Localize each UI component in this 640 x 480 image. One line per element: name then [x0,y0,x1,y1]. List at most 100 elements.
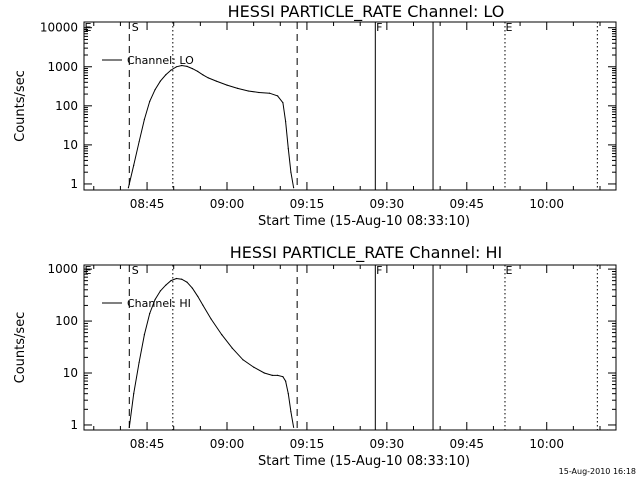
data-point [277,374,279,376]
data-point [242,359,244,361]
data-point [143,334,145,336]
data-point [175,277,177,280]
data-point [191,68,193,70]
y-axis-label: Counts/sec [13,312,28,384]
marker-label: E [85,21,92,34]
data-point [133,164,135,166]
x-tick-label: 09:15 [290,437,325,451]
y-tick-label: 100 [55,99,78,113]
data-point [285,380,287,382]
data-point [221,334,223,336]
data-point [263,372,265,374]
data-point [138,141,140,143]
x-tick-label: 09:45 [449,437,484,451]
data-point [277,95,279,97]
x-tick-label: 09:30 [370,437,405,451]
series-line [128,277,295,428]
data-point [231,347,233,349]
data-point [271,374,273,376]
x-tick-label: 09:00 [210,197,245,211]
data-point [202,74,204,76]
legend-label: Channel: LO [127,54,194,67]
data-point [247,90,249,92]
plot-hi: HESSI PARTICLE_RATE Channel: HI Start Tim… [13,243,617,469]
y-tick-label: 10000 [40,21,78,35]
x-tick-label: 10:00 [529,197,564,211]
timestamp-label: 15-Aug-2010 16:18 [559,467,636,476]
marker-label: S [132,21,139,34]
x-tick-label: 08:45 [130,197,165,211]
marker-label: E [506,264,513,277]
data-point [287,148,289,150]
data-point [154,298,156,301]
data-point [154,89,156,91]
data-point [258,91,260,94]
data-point [293,426,295,428]
chart-title: HESSI PARTICLE_RATE Channel: HI [230,243,503,263]
y-tick-label: 1 [70,177,78,191]
plot-frame [83,264,617,431]
data-point [186,65,188,67]
data-point [226,84,228,86]
data-point [285,120,287,122]
data-point [138,361,140,363]
data-point [149,100,151,102]
y-tick-label: 10 [63,366,78,380]
data-point [181,64,183,67]
x-tick-label: 09:45 [449,197,484,211]
y-tick-label: 1 [70,418,78,432]
data-point [165,284,167,286]
data-point [127,187,129,189]
x-tick-label: 09:30 [370,197,405,211]
data-point [282,376,284,378]
legend-label: Channel: HI [127,297,191,310]
data-point [143,118,145,120]
data-point [197,70,199,72]
marker-label: F [376,264,382,277]
marker-label: S [132,264,139,277]
chart-title: HESSI PARTICLE_RATE Channel: LO [228,2,505,22]
data-point [170,280,172,282]
data-point [128,426,130,428]
data-point [207,77,209,79]
data-point [293,187,295,189]
data-point [149,312,151,315]
data-point [290,171,292,173]
x-axis-label: Start Time (15-Aug-10 08:33:10) [258,454,470,469]
data-point [159,80,161,82]
y-tick-label: 100 [55,314,78,328]
data-point [287,393,289,395]
y-axis-label: Counts/sec [13,70,28,142]
data-point [175,66,177,68]
data-point [269,92,271,94]
data-point [197,295,199,297]
series-line [127,64,295,188]
y-tick-label: 1000 [47,262,78,276]
data-point [290,411,292,413]
marker-label: F [376,21,382,34]
data-point [165,74,167,76]
data-point [159,290,161,292]
data-point [215,80,217,82]
data-point [170,69,172,71]
marker-label: E [506,21,513,34]
data-point [282,102,284,104]
data-point [186,281,188,283]
data-point [210,318,212,320]
data-point [133,393,135,395]
x-axis-label: Start Time (15-Aug-10 08:33:10) [258,214,470,229]
y-tick-label: 10 [63,138,78,152]
data-point [191,287,193,289]
marker-label: E [85,264,92,277]
x-tick-label: 08:45 [130,437,165,451]
x-tick-label: 10:00 [529,437,564,451]
data-point [202,304,204,306]
data-point [237,87,239,89]
y-tick-label: 1000 [47,60,78,74]
data-point [181,278,183,280]
x-tick-label: 09:15 [290,197,325,211]
plot-lo: HESSI PARTICLE_RATE Channel: LO Start Tim… [13,2,617,229]
data-point [253,366,255,368]
x-tick-label: 09:00 [210,437,245,451]
